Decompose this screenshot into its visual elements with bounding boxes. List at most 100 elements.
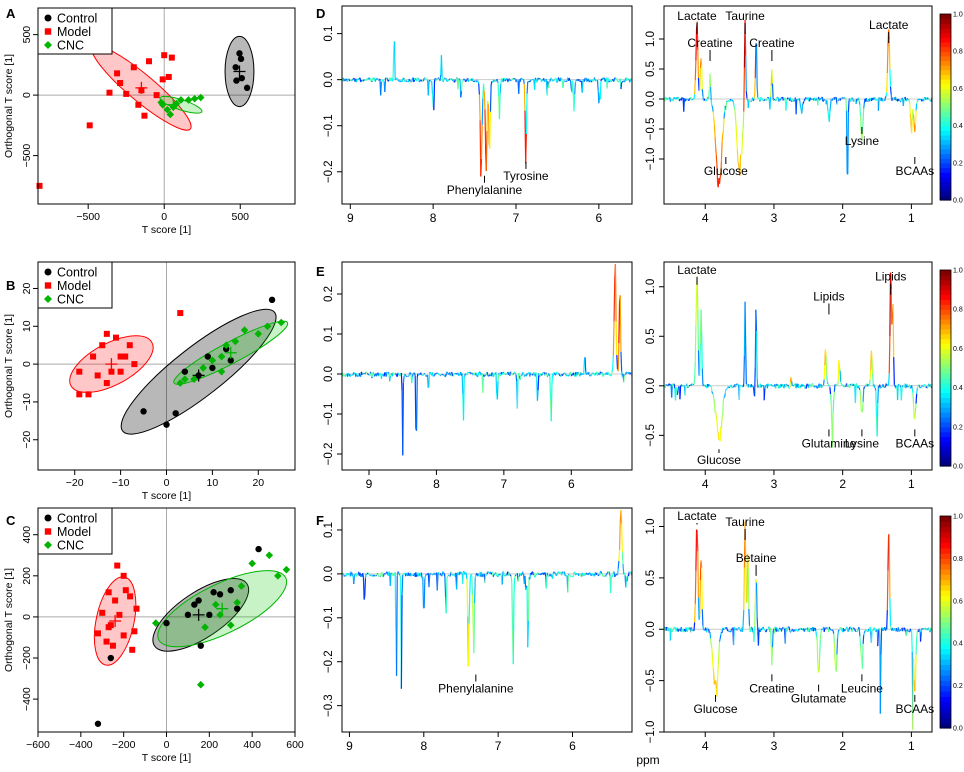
spectrum-segment — [858, 385, 860, 389]
spectrum-segment — [709, 638, 712, 646]
spectrum-segment — [875, 390, 878, 417]
spectrum-segment — [431, 81, 434, 94]
spectrum-segment — [714, 136, 717, 148]
spectrum-segment — [862, 635, 865, 644]
panel-label: D — [316, 6, 325, 21]
plot-frame — [663, 5, 933, 205]
colorbar-step — [940, 79, 951, 85]
y-tick-label: −0.1 — [323, 114, 335, 137]
spectrum-segment — [850, 97, 853, 102]
spectrum-segment — [699, 580, 701, 616]
spectrum-segment — [676, 390, 679, 395]
spectrum-segment — [736, 149, 739, 164]
spectrum-segment — [344, 374, 347, 377]
colorbar-step — [940, 417, 951, 423]
spectrum-segment — [755, 331, 758, 379]
spectrum-segment — [429, 371, 431, 374]
x-tick-label: 500 — [231, 211, 249, 223]
spectrum-segment — [877, 385, 880, 388]
spectrum-segment — [344, 78, 347, 82]
spectrum-segment — [750, 100, 752, 102]
spectrum-segment — [503, 372, 506, 375]
spectrum-segment — [829, 394, 832, 404]
colorbar-step — [940, 606, 951, 612]
colorbar-step — [940, 333, 951, 340]
spectrum-segment — [754, 77, 756, 98]
annotation-label: Lactate — [677, 9, 717, 23]
spectrum-segment — [389, 374, 392, 377]
data-point-model — [165, 73, 172, 80]
spectrum-panel-f: F 9 8 7 6 −0.3 −0.2 −0.1 0.0 0.1 Phenylalanine — [316, 507, 633, 753]
spectrum-segment — [774, 626, 777, 629]
spectrum-segment — [439, 572, 442, 575]
data-point-control — [209, 364, 216, 372]
spectrum-segment — [875, 630, 877, 633]
spectrum-segment — [728, 386, 731, 389]
colorbar-step — [940, 158, 951, 164]
spectrum-segment — [835, 654, 838, 672]
spectrum-segment — [858, 387, 861, 391]
spectrum-segment — [705, 99, 708, 102]
y-tick-label: 0 — [21, 361, 33, 367]
spectrum-segment — [669, 383, 671, 386]
spectrum-segment — [567, 574, 570, 593]
spectrum-segment — [700, 309, 703, 333]
x-tick-label: 7 — [513, 211, 520, 225]
spectrum-segment — [916, 101, 918, 104]
spectrum-segment — [369, 78, 372, 82]
spectrum-segment — [827, 383, 830, 386]
spectrum-segment — [815, 98, 818, 101]
spectrum-segment — [833, 642, 836, 661]
spectrum-segment — [715, 411, 717, 418]
spectrum-segment — [426, 79, 428, 82]
spectrum-segment — [788, 626, 791, 631]
spectrum-segment — [412, 574, 414, 577]
spectrum-segment — [912, 109, 915, 115]
spectrum-segment — [836, 101, 839, 105]
spectrum-segment — [465, 80, 467, 83]
spectrum-segment — [590, 373, 593, 377]
data-point-cnc — [217, 367, 226, 376]
spectrum-segment — [805, 383, 808, 389]
spectrum-segment — [614, 575, 616, 578]
spectrum-segment — [807, 97, 810, 102]
spectrum-segment — [564, 372, 567, 374]
colorbar-step — [940, 319, 951, 325]
spectrum-segment — [386, 77, 389, 80]
x-tick-label: 200 — [201, 739, 219, 751]
data-point-cnc — [151, 619, 160, 627]
spectrum-segment — [364, 578, 367, 596]
spectrum-segment — [424, 575, 427, 579]
spectrum-segment — [723, 112, 726, 119]
spectrum-segment — [539, 375, 541, 377]
spectrum-segment — [741, 128, 744, 138]
spectrum-segment — [572, 80, 574, 96]
spectrum-segment — [573, 94, 576, 112]
spectrum-segment — [474, 79, 477, 83]
x-tick-label: 8 — [433, 477, 440, 491]
spectrum-segment — [738, 163, 740, 172]
colorbar-step — [940, 167, 951, 173]
spectrum-segment — [833, 384, 836, 392]
spectrum-segment — [459, 571, 462, 573]
spectrum-segment — [619, 295, 622, 352]
spectrum-segment — [362, 79, 365, 82]
spectrum-segment — [595, 79, 598, 82]
spectrum-segment — [346, 572, 348, 575]
spectrum-segment — [482, 83, 485, 91]
spectrum-segment — [569, 80, 572, 89]
spectrum-segment — [898, 98, 901, 102]
x-axis-label: T score [1] — [142, 752, 191, 764]
spectrum-segment — [511, 583, 514, 631]
colorbar-step — [940, 696, 951, 703]
x-tick-label: 1 — [908, 477, 915, 491]
data-point-model — [122, 353, 129, 360]
legend-label: CNC — [57, 293, 84, 307]
spectrum-segment — [902, 99, 905, 106]
spectrum-segment — [507, 80, 509, 83]
data-point-cnc — [231, 337, 240, 346]
spectrum-segment — [733, 106, 736, 110]
spectrum-segment — [457, 78, 460, 90]
data-point-model — [133, 605, 140, 612]
